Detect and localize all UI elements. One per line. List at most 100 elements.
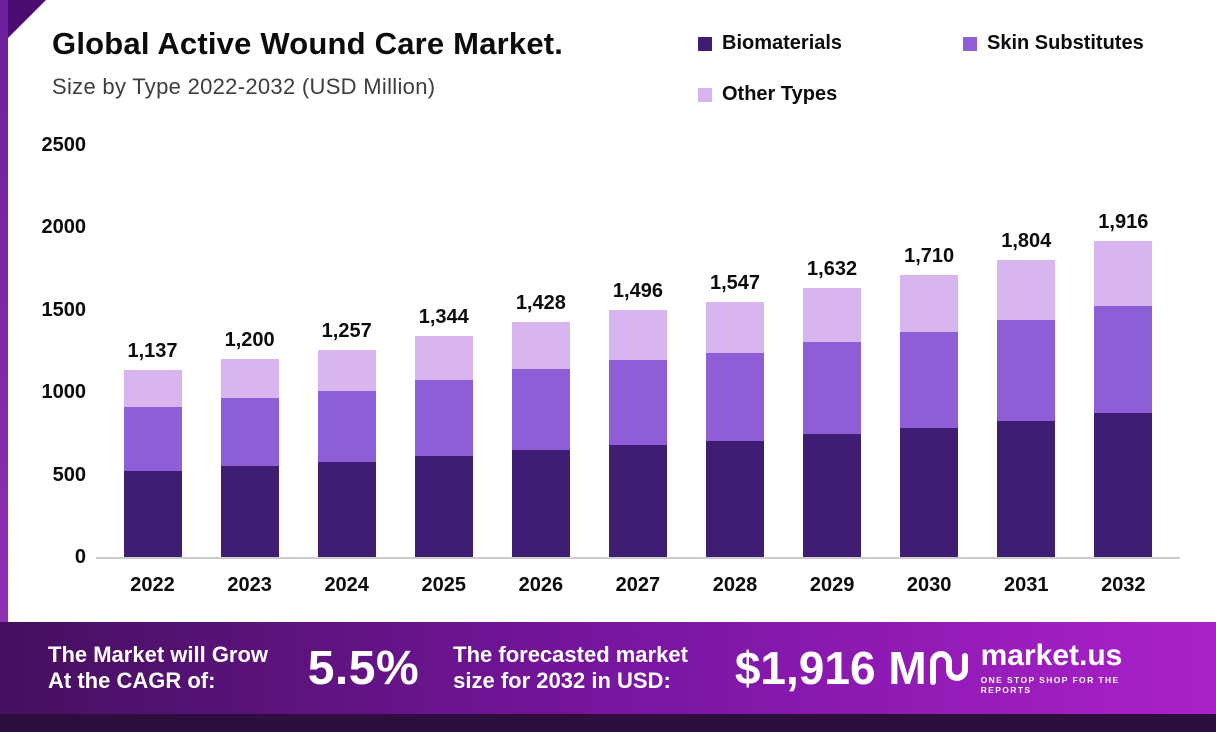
bar-segment-skin-substitutes <box>900 332 959 429</box>
left-edge-stripe <box>0 0 8 622</box>
legend-item-other-types: Other Types <box>698 83 963 106</box>
x-axis-label: 2031 <box>1003 574 1049 596</box>
bar-segment-biomaterials <box>511 449 570 557</box>
bar-segment-biomaterials <box>1094 412 1153 557</box>
y-tick-2500: 2500 <box>41 134 87 156</box>
y-tick-2000: 2000 <box>41 216 87 239</box>
brand-text: market.us ONE STOP SHOP FOR THE REPORTS <box>980 639 1174 696</box>
legend-label-skin-substitutes: Skin Substitutes <box>987 32 1144 54</box>
forecast-label: The forecasted market size for 2032 in U… <box>453 641 688 693</box>
bar-total-label: 1,547 <box>709 272 761 295</box>
legend-swatch-other-types <box>698 87 712 102</box>
x-axis-label: 2028 <box>712 574 758 596</box>
legend-label-biomaterials: Biomaterials <box>722 32 843 54</box>
x-axis-label: 2025 <box>421 574 467 596</box>
x-axis-label: 2024 <box>324 574 369 596</box>
bar-segment-biomaterials <box>414 455 473 557</box>
bar-total-label: 1,428 <box>515 291 566 314</box>
marketus-logo-icon <box>929 651 968 685</box>
bars: 1,137 2022 1,200 2023 1,257 2024 1,344 2025 1,42… <box>96 145 1180 596</box>
y-tick-1000: 1000 <box>41 381 87 404</box>
y-tick-500: 500 <box>52 463 86 486</box>
brand-name: market.us <box>980 639 1123 672</box>
bar-segment-other-types <box>414 335 473 380</box>
bar-group-2032: 1,916 2032 <box>1094 145 1153 596</box>
bar-total-label: 1,200 <box>224 329 275 352</box>
bar-segment-skin-substitutes <box>414 379 473 456</box>
x-axis-label: 2030 <box>906 574 952 596</box>
bar-total-label: 1,916 <box>1098 211 1149 234</box>
bar-segment-other-types <box>123 369 182 408</box>
bar-segment-skin-substitutes <box>123 407 182 472</box>
bar-segment-biomaterials <box>706 440 764 557</box>
bar-group-2027: 1,496 2027 <box>608 145 667 596</box>
bar-group-2022: 1,137 2022 <box>123 145 182 596</box>
plot-area: 1,137 2022 1,200 2023 1,257 2024 1,344 2025 1,42… <box>96 145 1180 596</box>
cagr-label: The Market will Grow At the CAGR of: <box>48 641 269 693</box>
bar-total-label: 1,137 <box>127 339 178 362</box>
x-axis-label: 2022 <box>130 574 175 596</box>
bottom-strip <box>0 714 1216 732</box>
bar-segment-skin-substitutes <box>803 341 862 435</box>
bar-total-label: 1,344 <box>418 305 469 328</box>
bar-total-label: 1,804 <box>1001 229 1052 252</box>
bar-segment-other-types <box>317 349 376 392</box>
bar-total-label: 1,257 <box>321 319 372 342</box>
bar-total-label: 1,496 <box>612 280 663 303</box>
legend-item-biomaterials: Biomaterials <box>698 32 963 55</box>
x-axis-label: 2029 <box>809 574 855 596</box>
bar-group-2031: 1,804 2031 <box>997 145 1056 596</box>
chart-header: Global Active Wound Care Market. Size by… <box>52 26 563 100</box>
legend-swatch-skin-substitutes <box>963 36 977 51</box>
x-axis-label: 2026 <box>518 574 564 596</box>
bar-segment-biomaterials <box>220 466 279 557</box>
chart: 0 500 1000 1500 2000 2500 1,137 2022 1,200 2023 1… <box>28 135 1182 625</box>
bar-segment-other-types <box>706 302 764 354</box>
bar-segment-biomaterials <box>317 462 376 557</box>
y-axis: 0 500 1000 1500 2000 2500 <box>28 135 87 567</box>
legend: Biomaterials Skin Substitutes Other Type… <box>698 32 1178 106</box>
x-axis-label: 2023 <box>227 574 272 596</box>
bar-group-2025: 1,344 2025 <box>414 145 473 596</box>
y-tick-0: 0 <box>74 546 86 568</box>
bar-total-label: 1,710 <box>904 245 955 268</box>
bar-group-2023: 1,200 2023 <box>220 145 279 596</box>
bar-segment-skin-substitutes <box>706 353 764 441</box>
page-subtitle: Size by Type 2022-2032 (USD Million) <box>52 74 436 99</box>
bar-group-2029: 1,632 2029 <box>803 145 862 596</box>
bar-segment-biomaterials <box>803 434 862 557</box>
page-title: Global Active Wound Care Market. <box>52 26 564 61</box>
bar-segment-skin-substitutes <box>608 360 667 445</box>
legend-item-skin-substitutes: Skin Substitutes <box>963 32 1178 55</box>
bar-segment-skin-substitutes <box>317 391 376 463</box>
cagr-value: 5.5% <box>307 641 420 695</box>
bar-segment-biomaterials <box>900 428 959 557</box>
legend-swatch-biomaterials <box>698 36 712 51</box>
brand-tagline: ONE STOP SHOP FOR THE REPORTS <box>980 675 1120 695</box>
x-axis-label: 2032 <box>1101 574 1146 596</box>
x-axis-label: 2027 <box>615 574 661 596</box>
bar-total-label: 1,632 <box>807 258 858 281</box>
bar-group-2026: 1,428 2026 <box>511 145 570 596</box>
bar-segment-other-types <box>900 275 959 333</box>
bar-segment-other-types <box>997 259 1056 320</box>
bar-segment-biomaterials <box>608 444 667 557</box>
bar-segment-skin-substitutes <box>220 398 279 467</box>
bar-segment-other-types <box>511 321 570 370</box>
bar-segment-other-types <box>1094 241 1153 306</box>
y-tick-1500: 1500 <box>41 298 87 321</box>
bar-segment-other-types <box>803 288 862 342</box>
brand-block: market.us ONE STOP SHOP FOR THE REPORTS <box>927 641 1174 695</box>
bar-group-2024: 1,257 2024 <box>317 145 376 596</box>
bar-group-2028: 1,547 2028 <box>706 145 764 596</box>
bar-segment-other-types <box>220 359 279 399</box>
bar-segment-skin-substitutes <box>997 319 1056 422</box>
bar-segment-biomaterials <box>997 421 1056 557</box>
bar-segment-skin-substitutes <box>1094 305 1153 413</box>
forecast-value: $1,916 M <box>734 642 927 694</box>
bar-group-2030: 1,710 2030 <box>900 145 959 596</box>
bar-segment-other-types <box>608 310 667 361</box>
summary-banner: The Market will Grow At the CAGR of: 5.5… <box>0 622 1216 714</box>
bar-segment-skin-substitutes <box>511 369 570 450</box>
